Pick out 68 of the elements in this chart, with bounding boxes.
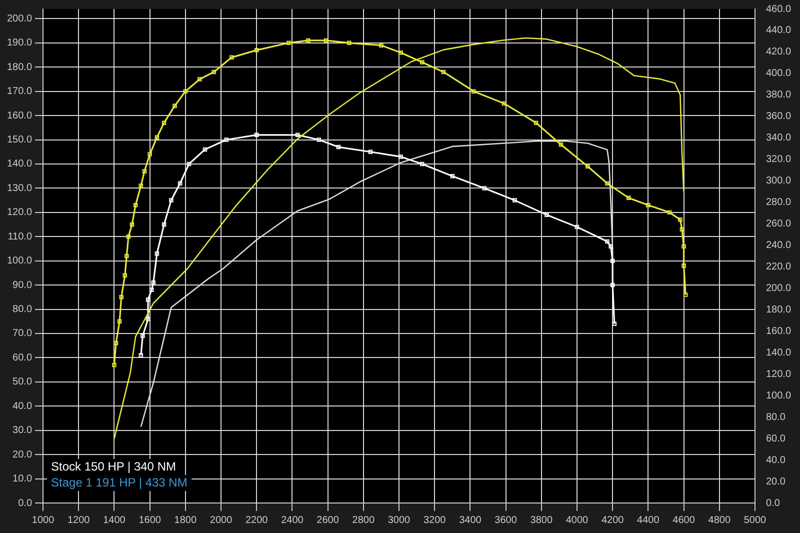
y2-tick-label: 420.0 [766,46,792,58]
x-tick-label: 4800 [708,514,731,526]
y-tick-label: 200.0 [6,13,32,24]
y2-tick-label: 20.0 [766,476,786,488]
x-tick-label: 3600 [494,514,518,526]
y-tick-label: 70.0 [12,328,32,340]
y-tick-label: 0.0 [18,498,32,509]
y2-tick-label: 40.0 [766,454,786,466]
y2-tick-label: 140.0 [766,347,792,358]
x-tick-label: 3400 [459,514,482,526]
y2-tick-label: 240.0 [766,240,792,252]
y2-tick-label: 80.0 [766,412,786,423]
y2-tick-label: 180.0 [766,304,792,316]
y2-tick-label: 100.0 [766,390,792,402]
y2-tick-label: 160.0 [766,326,792,337]
y-tick-label: 50.0 [12,376,32,388]
y2-tick-label: 200.0 [766,282,792,294]
y-tick-label: 160.0 [6,110,32,122]
annotation: Stage 1 191 HP | 433 NM [51,475,188,490]
y-tick-label: 10.0 [12,474,32,485]
y-tick-label: 140.0 [6,158,32,170]
x-tick-label: 4200 [601,514,624,526]
x-tick-label: 3000 [388,514,411,526]
y-tick-label: 170.0 [6,86,32,98]
y2-tick-label: 320.0 [766,154,792,166]
x-tick-label: 3800 [530,514,553,526]
x-tick-label: 2400 [281,514,304,526]
y2-tick-label: 300.0 [766,176,792,187]
y-tick-label: 20.0 [12,449,32,460]
y2-tick-label: 440.0 [766,25,792,36]
y-tick-label: 30.0 [12,425,32,436]
y2-tick-label: 60.0 [766,433,786,444]
y2-tick-label: 280.0 [766,197,792,208]
x-tick-label: 4400 [637,514,660,526]
x-tick-label: 1600 [138,514,162,526]
y-tick-label: 100.0 [6,256,32,267]
y-tick-label: 40.0 [12,400,32,412]
y-tick-label: 120.0 [6,207,32,218]
y-tick-label: 90.0 [12,280,32,291]
y2-tick-label: 460.0 [766,4,792,15]
x-tick-label: 4600 [672,514,696,526]
y2-tick-label: 260.0 [766,218,792,230]
y2-tick-label: 340.0 [766,132,792,144]
annotation: Stock 150 HP | 340 NM [51,459,176,474]
y-tick-label: 180.0 [6,62,32,73]
x-tick-label: 2600 [316,514,340,526]
y2-tick-label: 0.0 [766,498,780,509]
y2-tick-label: 220.0 [766,261,792,272]
y2-tick-label: 120.0 [766,368,792,380]
x-tick-label: 1000 [32,514,55,526]
x-tick-label: 5000 [744,514,767,526]
x-tick-label: 1200 [67,514,90,526]
x-tick-label: 2200 [245,514,268,526]
y-tick-label: 60.0 [12,352,32,364]
y-tick-label: 110.0 [8,231,32,242]
y-tick-label: 130.0 [6,182,32,194]
x-tick-label: 1800 [174,514,197,526]
y-tick-label: 190.0 [6,38,32,49]
y-tick-label: 80.0 [12,304,32,316]
y2-tick-label: 380.0 [766,90,792,101]
x-tick-label: 2800 [352,514,375,526]
x-tick-label: 3200 [423,514,446,526]
y-tick-label: 150.0 [6,134,32,146]
x-tick-label: 2000 [210,514,233,526]
y2-tick-label: 400.0 [766,68,792,80]
y2-tick-label: 360.0 [766,111,792,122]
x-tick-label: 4000 [566,514,589,526]
x-tick-label: 1400 [103,514,126,526]
